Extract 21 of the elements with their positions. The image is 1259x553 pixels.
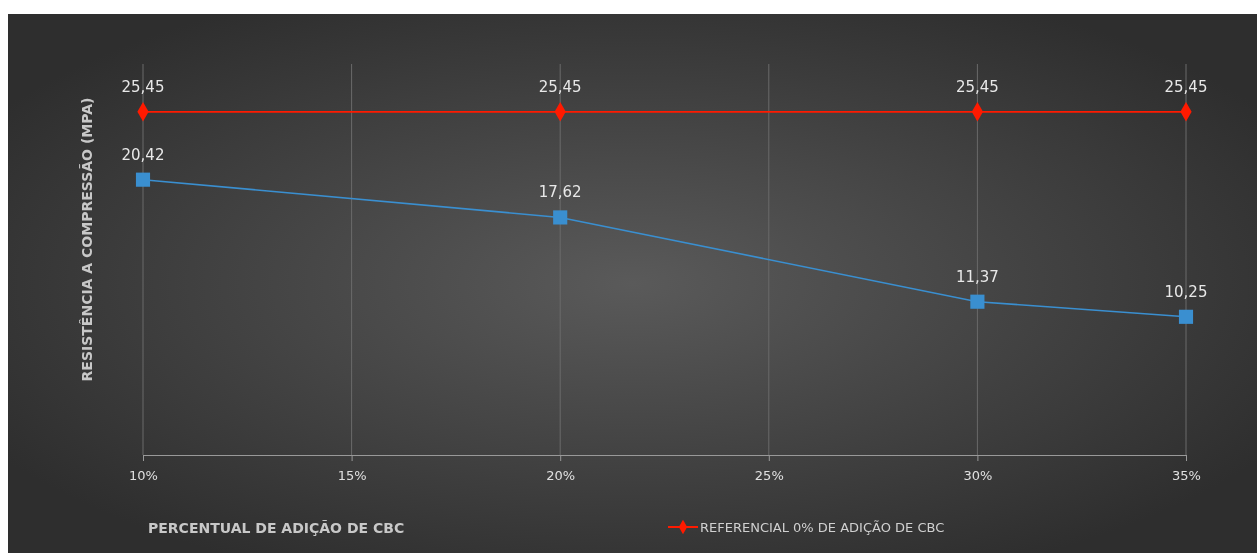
y-axis-title: RESISTÊNCIA A COMPRESSÃO (MPA) [79, 97, 95, 382]
x-tick-label: 10% [129, 468, 158, 484]
point [135, 172, 151, 187]
data-label: 10,25 [1164, 282, 1208, 301]
point [1178, 309, 1194, 324]
data-label: 11,37 [955, 267, 999, 286]
data-label: 25,45 [1164, 77, 1208, 96]
x-tick-label: 35% [1172, 468, 1201, 484]
x-axis-title: PERCENTUAL DE ADIÇÃO DE CBC [148, 520, 405, 536]
data-label: 25,45 [955, 77, 999, 96]
x-tick-label: 20% [546, 468, 576, 484]
x-tick-label: 25% [754, 468, 784, 484]
point [553, 210, 568, 225]
x-tick-label: 15% [337, 468, 367, 484]
data-label: 25,45 [121, 77, 165, 96]
data-label: 20,42 [121, 145, 165, 164]
data-label: 25,45 [538, 77, 582, 96]
x-tick-label: 30% [963, 468, 993, 484]
point [970, 294, 985, 309]
legend-label: REFERENCIAL 0% DE ADIÇÃO DE CBC [700, 520, 945, 535]
data-label: 17,62 [538, 183, 582, 202]
